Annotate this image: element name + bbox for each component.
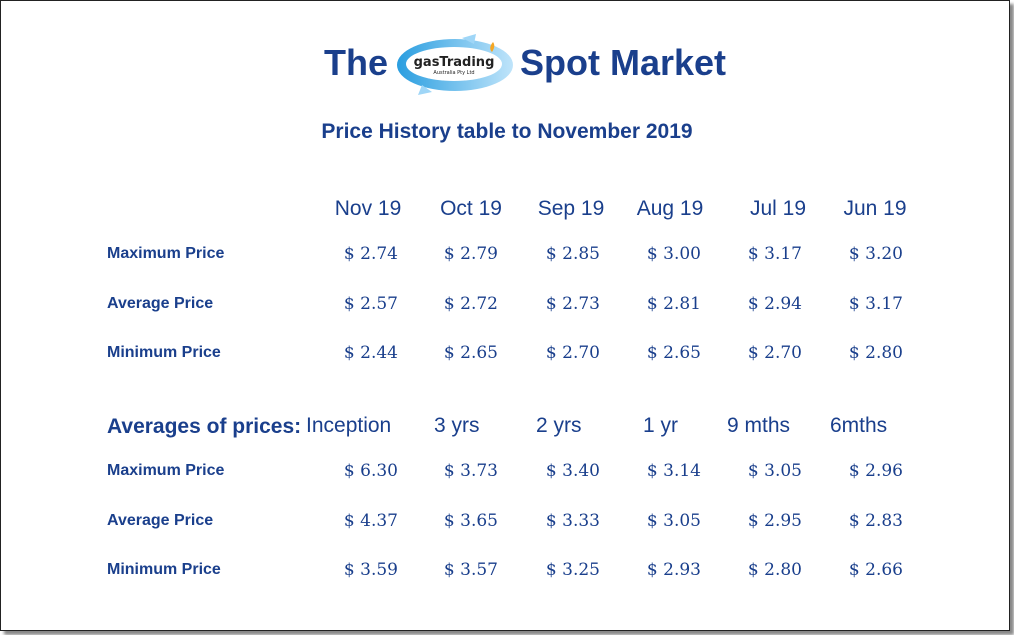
page-subtitle: Price History table to November 2019 xyxy=(321,120,693,143)
price-cell: $ 2.57 xyxy=(343,294,398,314)
price-cell: $ 3.17 xyxy=(747,244,802,264)
price-cell: $ 3.59 xyxy=(343,560,398,580)
price-cell: $ 2.65 xyxy=(443,343,498,363)
price-cell: $ 2.81 xyxy=(646,294,701,314)
row-label: Average Price xyxy=(107,295,214,312)
price-cell: $ 2.94 xyxy=(747,294,802,314)
price-cell: $ 3.33 xyxy=(545,511,600,531)
row-label: Minimum Price xyxy=(107,344,221,361)
price-cell: $ 2.96 xyxy=(848,461,903,481)
price-cell: $ 2.66 xyxy=(848,560,903,580)
price-cell: $ 2.70 xyxy=(545,343,600,363)
price-cell: $ 2.85 xyxy=(545,244,600,264)
svg-text:Australia Pty Ltd: Australia Pty Ltd xyxy=(433,70,474,76)
row-label: Average Price xyxy=(107,512,214,529)
gastrading-logo: gasTrading Australia Pty Ltd xyxy=(392,34,518,96)
row-label: Minimum Price xyxy=(107,561,221,578)
price-cell: $ 2.80 xyxy=(848,343,903,363)
price-cell: $ 2.93 xyxy=(646,560,701,580)
price-cell: $ 3.57 xyxy=(443,560,498,580)
column-header: 3 yrs xyxy=(434,414,480,437)
price-cell: $ 2.44 xyxy=(343,343,398,363)
column-header: Jul 19 xyxy=(749,197,807,220)
price-cell: $ 3.20 xyxy=(848,244,903,264)
price-cell: $ 2.73 xyxy=(545,294,600,314)
price-cell: $ 3.05 xyxy=(646,511,701,531)
price-cell: $ 2.74 xyxy=(343,244,398,264)
svg-text:gasTrading: gasTrading xyxy=(414,55,495,70)
price-cell: $ 2.95 xyxy=(747,511,802,531)
column-header: 6mths xyxy=(830,414,888,437)
column-header: Aug 19 xyxy=(636,197,704,220)
price-cell: $ 6.30 xyxy=(343,461,398,481)
price-cell: $ 3.05 xyxy=(747,461,802,481)
price-cell: $ 3.25 xyxy=(545,560,600,580)
column-header: Oct 19 xyxy=(440,197,502,220)
price-cell: $ 2.79 xyxy=(443,244,498,264)
price-cell: $ 3.40 xyxy=(545,461,600,481)
price-cell: $ 2.70 xyxy=(747,343,802,363)
row-label: Maximum Price xyxy=(107,245,225,262)
price-cell: $ 3.65 xyxy=(443,511,498,531)
price-cell: $ 3.17 xyxy=(848,294,903,314)
price-cell: $ 3.73 xyxy=(443,461,498,481)
title-spot-market: Spot Market xyxy=(520,42,727,83)
column-header: Nov 19 xyxy=(334,197,402,220)
column-header: 1 yr xyxy=(643,414,679,437)
column-header: 2 yrs xyxy=(536,414,582,437)
price-cell: $ 2.83 xyxy=(848,511,903,531)
price-cell: $ 2.72 xyxy=(443,294,498,314)
price-cell: $ 4.37 xyxy=(343,511,398,531)
price-cell: $ 2.65 xyxy=(646,343,701,363)
price-cell: $ 3.14 xyxy=(646,461,701,481)
title-the: The xyxy=(324,42,389,83)
column-header: Sep 19 xyxy=(537,197,605,220)
column-header: 9 mths xyxy=(727,414,791,437)
price-cell: $ 2.80 xyxy=(747,560,802,580)
row-label: Maximum Price xyxy=(107,462,225,479)
averages-title: Averages of prices: xyxy=(107,415,302,438)
column-header: Jun 19 xyxy=(843,197,907,220)
column-header: Inception xyxy=(306,414,392,437)
price-cell: $ 3.00 xyxy=(646,244,701,264)
